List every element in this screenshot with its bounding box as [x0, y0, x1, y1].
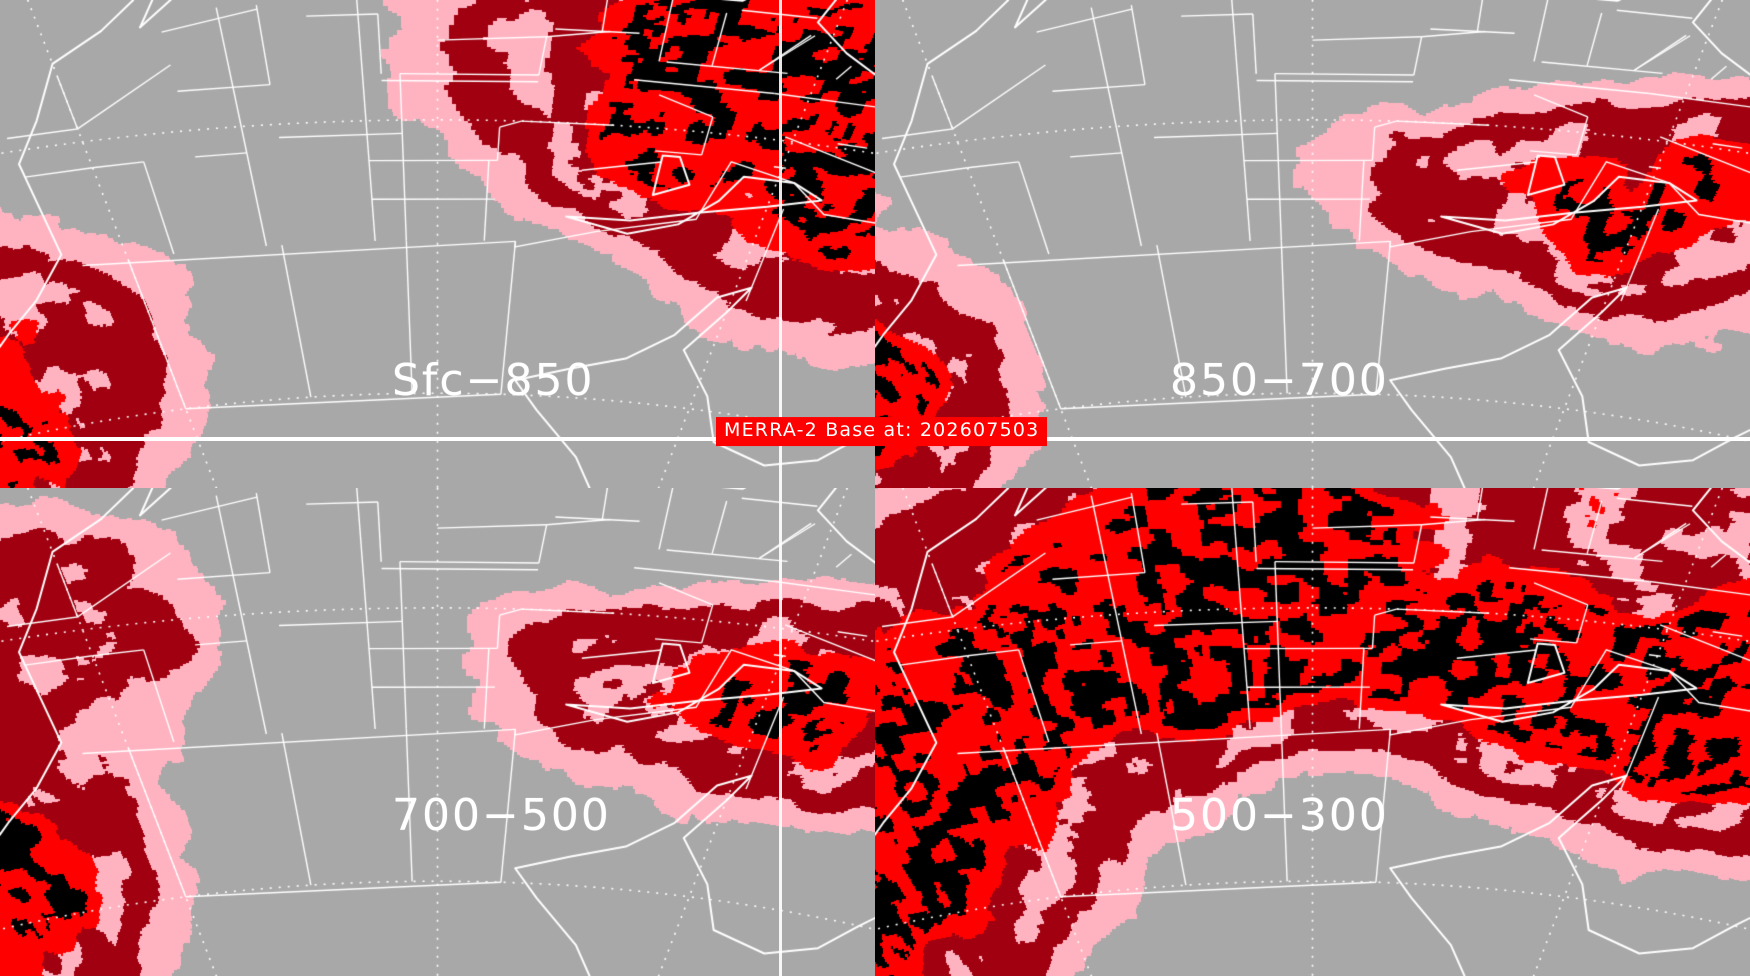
map-canvas-500-300	[875, 488, 1750, 976]
map-panel-500-300[interactable]	[875, 488, 1750, 976]
panel-label-850-700: 850−700	[1170, 355, 1389, 406]
map-panel-850-700[interactable]	[875, 0, 1750, 488]
panel-divider-vertical	[779, 0, 782, 976]
map-panel-sfc-850[interactable]	[0, 0, 875, 488]
map-canvas-sfc-850	[0, 0, 875, 488]
panel-label-700-500: 700−500	[392, 790, 611, 841]
map-canvas-700-500	[0, 488, 875, 976]
panel-label-500-300: 500−300	[1170, 790, 1389, 841]
panel-label-sfc-850: Sfc−850	[392, 355, 595, 406]
map-panel-700-500[interactable]	[0, 488, 875, 976]
map-canvas-850-700	[875, 0, 1750, 488]
merra2-base-banner: MERRA-2 Base at: 202607503	[716, 417, 1048, 446]
